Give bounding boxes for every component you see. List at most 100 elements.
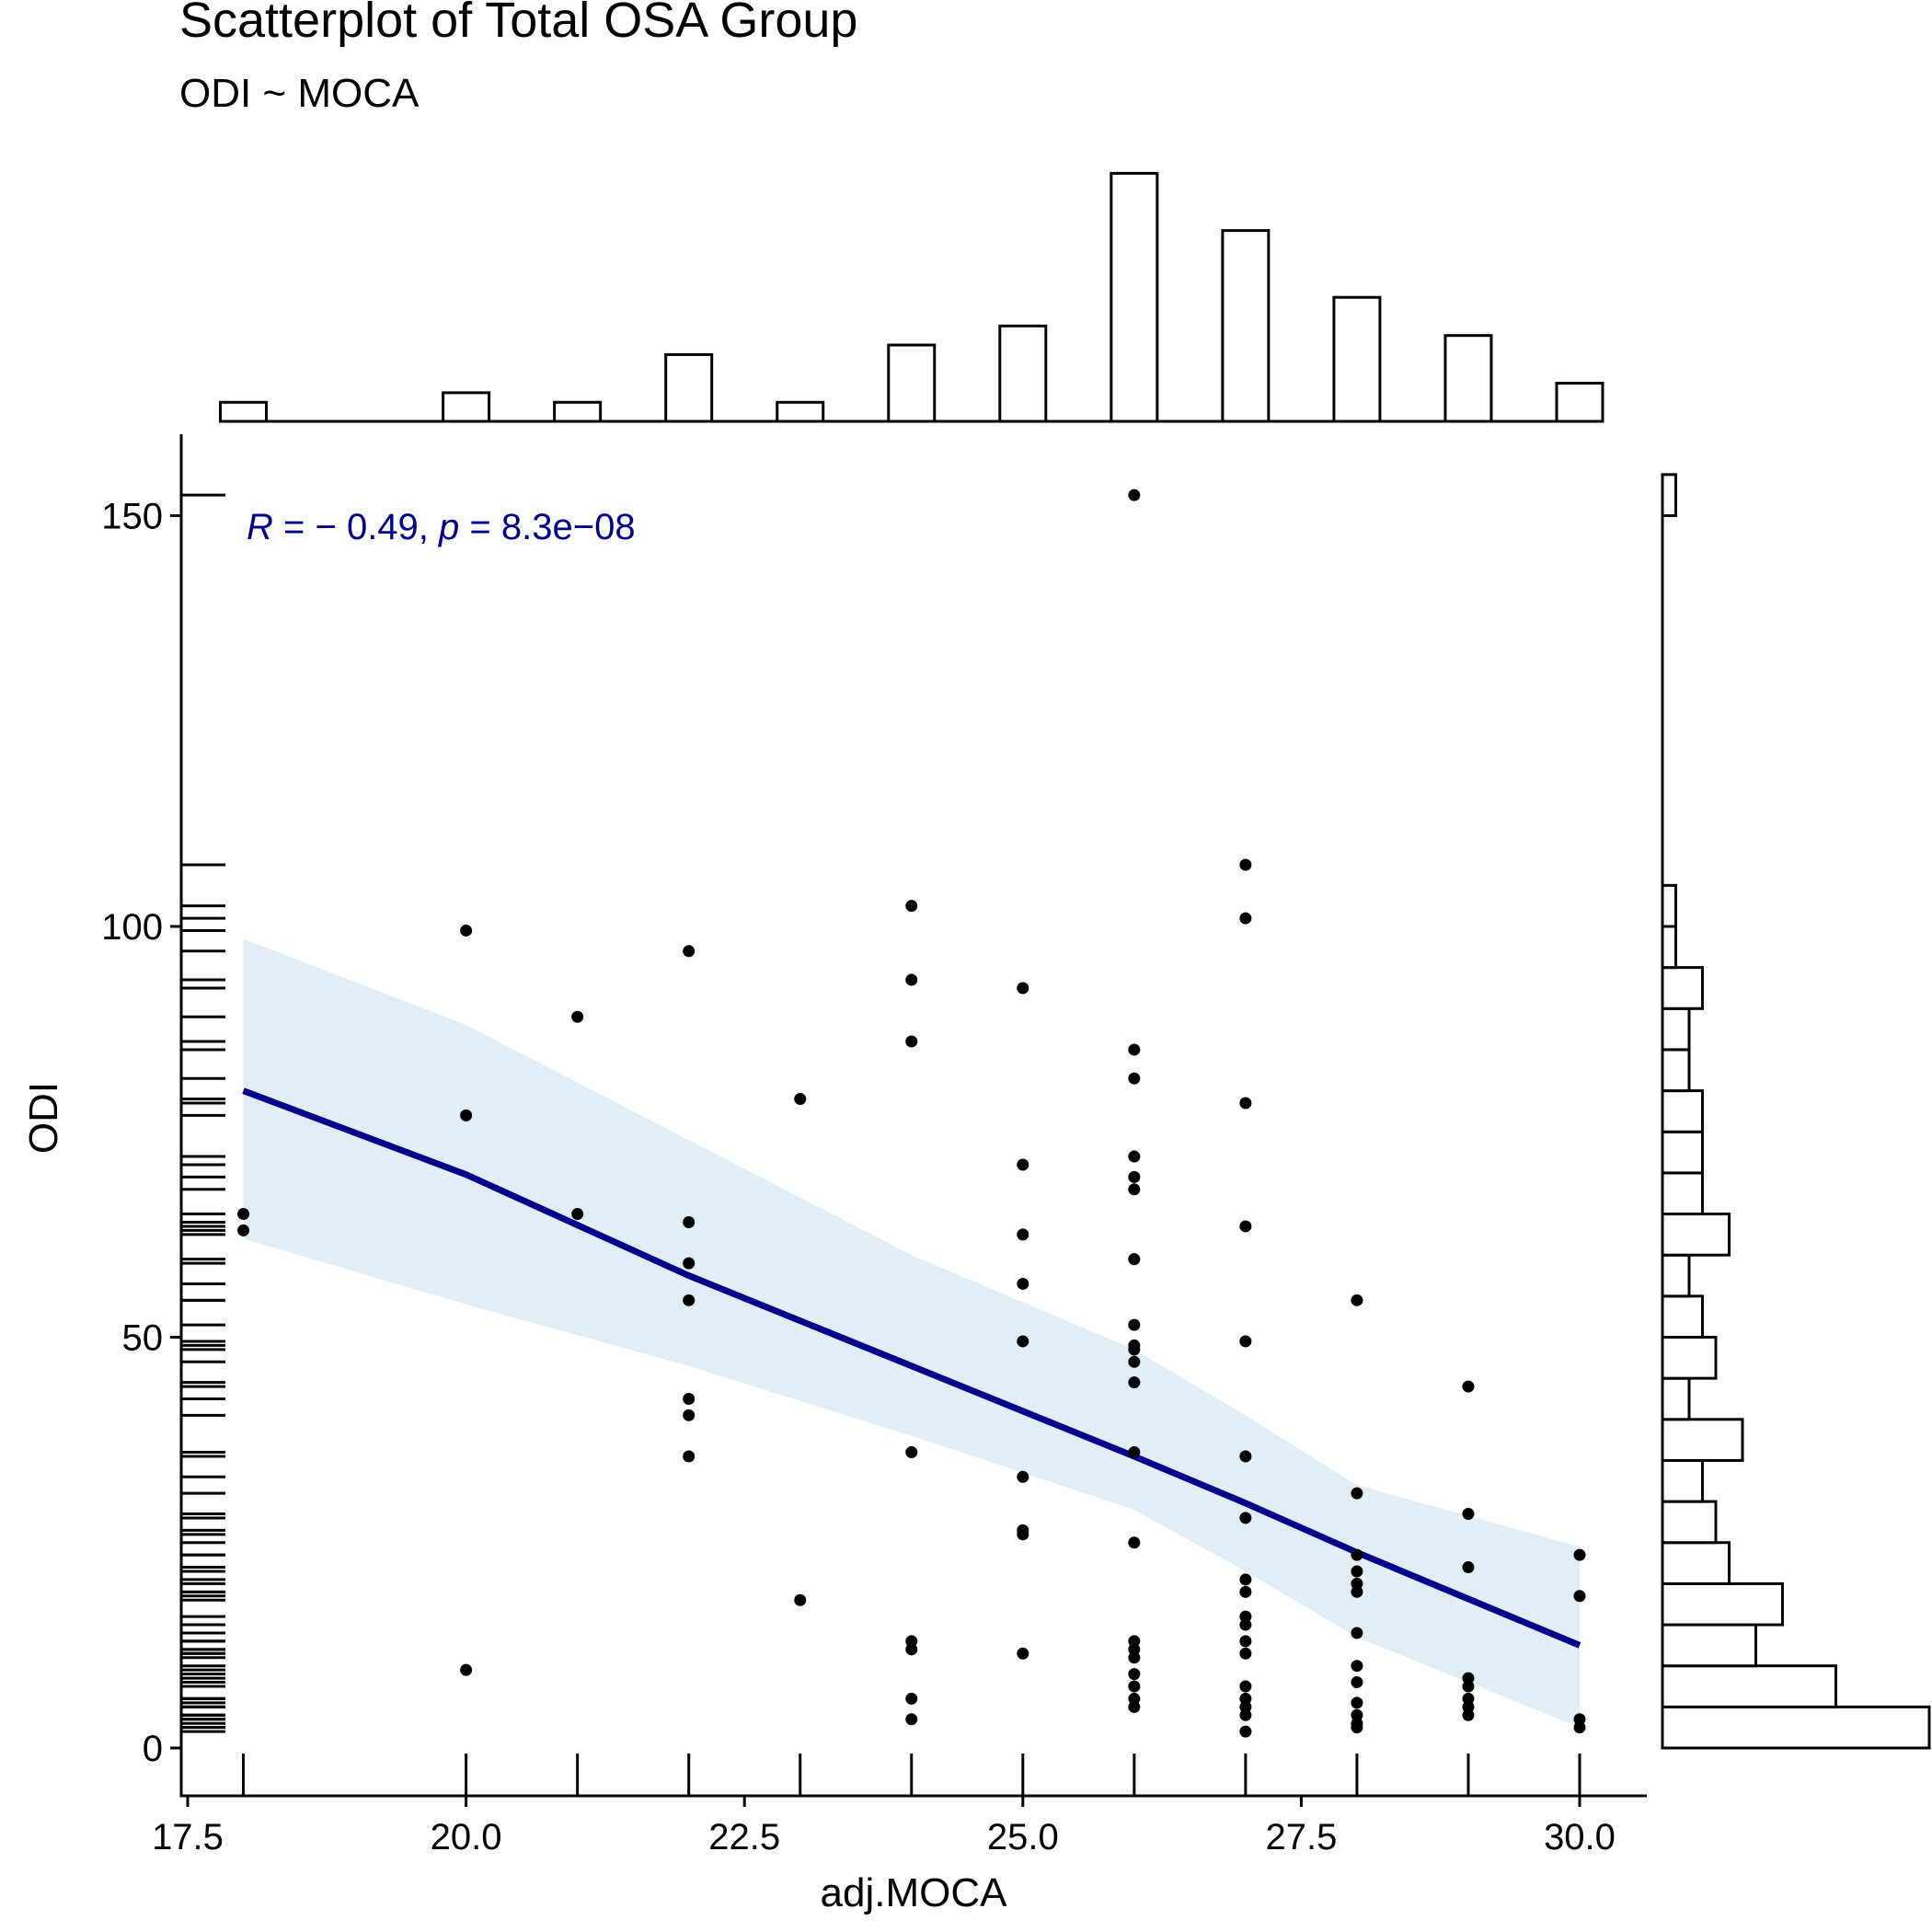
data-point bbox=[571, 1010, 584, 1023]
data-point bbox=[1017, 1158, 1029, 1171]
x-marginal-histogram bbox=[219, 171, 1604, 423]
data-point bbox=[683, 1392, 696, 1405]
y-hist-bar bbox=[1661, 1006, 1691, 1052]
data-point bbox=[1128, 1150, 1141, 1163]
data-point bbox=[1351, 1294, 1363, 1306]
data-point bbox=[905, 1643, 918, 1656]
x-hist-bar bbox=[219, 400, 269, 423]
confidence-band bbox=[243, 938, 1580, 1728]
x-axis-title: adj.MOCA bbox=[821, 1870, 1008, 1915]
y-hist-bar bbox=[1661, 1253, 1691, 1298]
data-point bbox=[1017, 1470, 1029, 1483]
p-value: = 8.3e−08 bbox=[459, 507, 635, 547]
y-hist-bar bbox=[1661, 1376, 1691, 1421]
correlation-annotation: R = − 0.49, p = 8.3e−08 bbox=[247, 507, 636, 547]
data-point bbox=[1239, 1680, 1252, 1693]
data-point bbox=[1573, 1713, 1586, 1726]
data-point bbox=[1351, 1487, 1363, 1500]
data-point bbox=[794, 1093, 807, 1106]
data-point bbox=[1351, 1627, 1363, 1639]
x-hist-bar bbox=[1221, 229, 1271, 423]
data-point bbox=[1462, 1680, 1475, 1693]
x-hist-bar bbox=[1555, 382, 1604, 423]
data-point bbox=[683, 1450, 696, 1463]
data-point bbox=[683, 1409, 696, 1421]
data-point bbox=[1128, 1692, 1141, 1705]
y-tick-label: 50 bbox=[122, 1318, 164, 1359]
data-point bbox=[1128, 1072, 1141, 1085]
x-tick-label: 17.5 bbox=[152, 1817, 224, 1857]
data-point bbox=[1462, 1380, 1475, 1393]
y-hist-bar bbox=[1661, 1623, 1757, 1668]
data-point bbox=[1239, 1610, 1252, 1623]
data-point bbox=[1351, 1660, 1363, 1673]
y-tick-label: 0 bbox=[143, 1729, 163, 1769]
r-value: = − 0.49, bbox=[273, 507, 439, 547]
data-point bbox=[1239, 1647, 1252, 1660]
data-point bbox=[1128, 1376, 1141, 1389]
data-point bbox=[460, 924, 473, 937]
data-point bbox=[905, 1692, 918, 1705]
data-point bbox=[1351, 1577, 1363, 1590]
data-point bbox=[794, 1593, 807, 1606]
y-hist-bar bbox=[1661, 966, 1704, 1010]
x-tick-label: 27.5 bbox=[1265, 1817, 1337, 1857]
data-point bbox=[1239, 1573, 1252, 1586]
data-point bbox=[905, 1635, 918, 1648]
data-point bbox=[1573, 1548, 1586, 1561]
data-point bbox=[1239, 858, 1252, 871]
y-hist-bar bbox=[1661, 473, 1677, 517]
data-point bbox=[905, 1035, 918, 1048]
y-hist-bar bbox=[1661, 1294, 1704, 1339]
data-point bbox=[1239, 1097, 1252, 1110]
x-hist-bar bbox=[998, 324, 1048, 423]
data-point bbox=[1017, 1228, 1029, 1241]
y-hist-bar bbox=[1661, 1048, 1691, 1093]
data-point bbox=[1351, 1548, 1363, 1561]
x-hist-bar bbox=[776, 400, 825, 423]
x-hist-bar bbox=[1110, 171, 1159, 423]
fit-line-layer bbox=[242, 1087, 1581, 1649]
y-tick-label: 150 bbox=[101, 497, 163, 537]
y-hist-bar bbox=[1661, 1336, 1718, 1380]
data-point bbox=[571, 1208, 584, 1221]
data-point bbox=[905, 973, 918, 986]
fit-line bbox=[242, 1087, 1581, 1649]
data-point bbox=[1239, 1618, 1252, 1631]
data-point bbox=[1351, 1565, 1363, 1578]
data-point bbox=[1239, 1450, 1252, 1463]
chart-subtitle: ODI ~ MOCA bbox=[179, 71, 420, 116]
data-point bbox=[1017, 1335, 1029, 1348]
x-hist-bar bbox=[1332, 295, 1382, 423]
x-tick-label: 25.0 bbox=[987, 1817, 1059, 1857]
data-point bbox=[1239, 1585, 1252, 1598]
y-hist-bar bbox=[1661, 883, 1677, 928]
data-point bbox=[1128, 489, 1141, 501]
chart-title: Scatterplot of Total OSA Group bbox=[179, 0, 857, 48]
y-tick-label: 100 bbox=[101, 907, 163, 948]
data-point bbox=[1128, 1253, 1141, 1266]
data-point bbox=[1017, 982, 1029, 995]
data-point bbox=[1017, 1528, 1029, 1541]
data-point bbox=[1239, 1725, 1252, 1738]
data-point bbox=[1128, 1643, 1141, 1656]
r-symbol: R bbox=[247, 507, 273, 547]
data-points-layer bbox=[237, 489, 1586, 1738]
data-point bbox=[1462, 1561, 1475, 1574]
data-point bbox=[1462, 1708, 1475, 1721]
data-point bbox=[1351, 1708, 1363, 1721]
data-point bbox=[1351, 1676, 1363, 1689]
data-point bbox=[1128, 1536, 1141, 1549]
x-hist-bar bbox=[1443, 334, 1493, 423]
y-hist-bar bbox=[1661, 1705, 1931, 1750]
data-point bbox=[1239, 1692, 1252, 1705]
data-point bbox=[1462, 1507, 1475, 1520]
data-point bbox=[237, 1224, 250, 1236]
y-rug bbox=[181, 493, 225, 1733]
x-hist-bar bbox=[553, 400, 603, 423]
data-point bbox=[1573, 1590, 1586, 1603]
data-point bbox=[1128, 1700, 1141, 1713]
x-hist-bar bbox=[887, 343, 937, 423]
x-hist-bar bbox=[664, 352, 714, 423]
y-hist-bar bbox=[1661, 1418, 1744, 1462]
